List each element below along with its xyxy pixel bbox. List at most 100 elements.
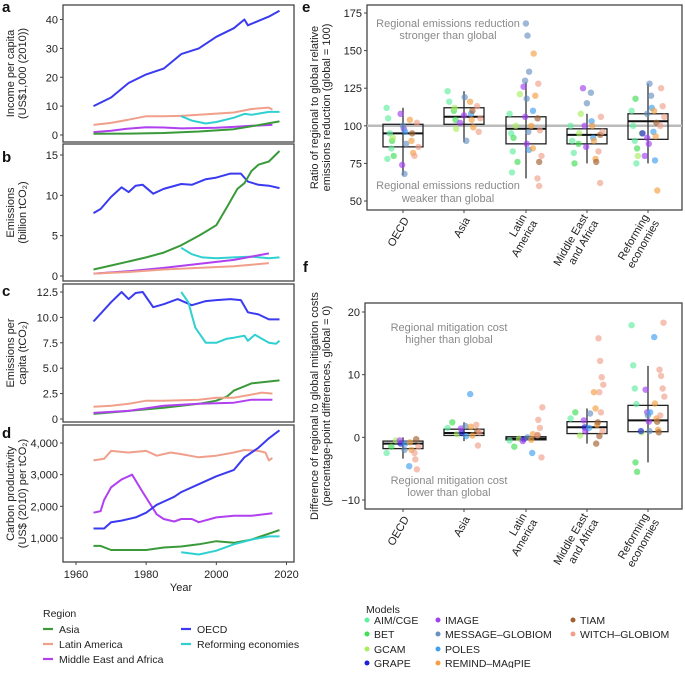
data-point (388, 443, 395, 450)
data-point (510, 134, 517, 141)
annotation: Regional emissions reduction (376, 180, 520, 192)
annotation: weaker than global (401, 193, 494, 205)
data-point (599, 427, 606, 435)
data-point (473, 103, 481, 110)
legend-dot (364, 617, 370, 623)
data-point (522, 113, 529, 121)
data-point (657, 372, 665, 380)
series-line-asia (93, 120, 280, 135)
data-point (628, 322, 635, 329)
data-point (453, 125, 460, 132)
data-point (641, 152, 648, 160)
y-tick-label: 125 (344, 83, 362, 95)
region-legend: Region Asia Latin America Middle East and A… (43, 608, 299, 666)
data-point (646, 427, 653, 435)
annotation: Regional mitigation cost (391, 322, 508, 334)
data-point (516, 91, 523, 98)
data-point (444, 88, 451, 95)
data-point (571, 160, 578, 167)
data-point (659, 385, 666, 392)
data-point (586, 410, 594, 417)
plot-frame (62, 4, 295, 143)
legend-label: BET (374, 629, 395, 641)
data-point (654, 418, 661, 425)
plot-frame (62, 143, 295, 282)
models-legend-title: Models (366, 604, 400, 616)
data-point (631, 137, 638, 144)
y-tick-label: 7.5 (43, 338, 58, 350)
data-point (463, 432, 470, 440)
data-point (596, 432, 603, 440)
data-point (383, 104, 390, 112)
data-point (632, 459, 639, 466)
data-point (654, 187, 661, 194)
data-point (534, 115, 541, 122)
data-point (415, 143, 422, 151)
data-point (593, 440, 600, 447)
data-point (597, 113, 605, 121)
series-line-asia (93, 379, 280, 415)
data-point (396, 437, 403, 444)
data-point (657, 122, 664, 129)
x-tick-label: 1960 (64, 569, 88, 581)
data-point (457, 425, 464, 432)
y-tick-label: 100 (344, 121, 362, 133)
data-point (642, 386, 649, 393)
legend-label: Asia (59, 624, 80, 636)
series-line-middle-east-and-africa (93, 398, 273, 414)
annotation: higher than global (405, 334, 492, 346)
y-tick-label: 15 (46, 150, 58, 162)
y-tick-label: 4,000 (30, 438, 58, 450)
x-axis-label: Year (170, 582, 193, 594)
y-tick-label: 12.5 (37, 287, 58, 299)
y-tick-label: 0 (52, 130, 58, 142)
data-point (523, 95, 530, 102)
data-point (469, 107, 476, 115)
data-point (575, 140, 582, 147)
data-point (528, 436, 535, 443)
data-point (595, 148, 602, 155)
data-point (538, 454, 545, 461)
category-label-line: OECD (386, 215, 412, 249)
panel-letter-c: c (2, 283, 10, 300)
category-label: OECD (386, 215, 412, 249)
data-point (475, 128, 482, 135)
series-line-oecd (92, 291, 280, 323)
data-point (506, 437, 513, 444)
data-point (523, 140, 530, 147)
panel-letter-e: e (302, 0, 310, 16)
data-point (519, 437, 526, 445)
data-point (576, 130, 583, 137)
data-point (661, 113, 668, 121)
data-point (383, 449, 390, 457)
data-point (589, 122, 596, 129)
data-point (476, 429, 483, 436)
data-point (647, 409, 654, 416)
category-label: LatinAmerica (499, 511, 540, 559)
y-tick-label: 150 (344, 46, 362, 58)
panel-letter-d: d (2, 425, 11, 442)
data-point (399, 122, 407, 129)
data-point (632, 95, 639, 102)
legend-label: Latin America (59, 639, 123, 651)
y-tick-label: 1,000 (30, 533, 58, 545)
series-line-oecd (93, 9, 280, 107)
data-point (413, 466, 421, 473)
legend-dot (435, 631, 441, 637)
data-point (596, 179, 604, 187)
data-point (456, 119, 464, 127)
y-axis-label: capita (tCO₂) (17, 321, 29, 385)
category-label: LatinAmerica (499, 212, 540, 260)
data-point (600, 381, 607, 388)
data-point (509, 148, 516, 155)
data-point (467, 390, 474, 398)
x-tick-label: 2000 (204, 569, 228, 581)
data-point (474, 442, 482, 449)
y-axis-label: (billion tCO₂) (17, 181, 29, 243)
category-label: Middle Eastand Africa (552, 212, 602, 275)
legend-item-model: TIAM (570, 615, 605, 627)
series-line-reforming-economies (180, 110, 280, 125)
series-line-latin-america (93, 106, 273, 126)
data-point (633, 145, 641, 152)
panel-f: f −10 0 10 20 Difference of regional to globa… (303, 259, 683, 570)
